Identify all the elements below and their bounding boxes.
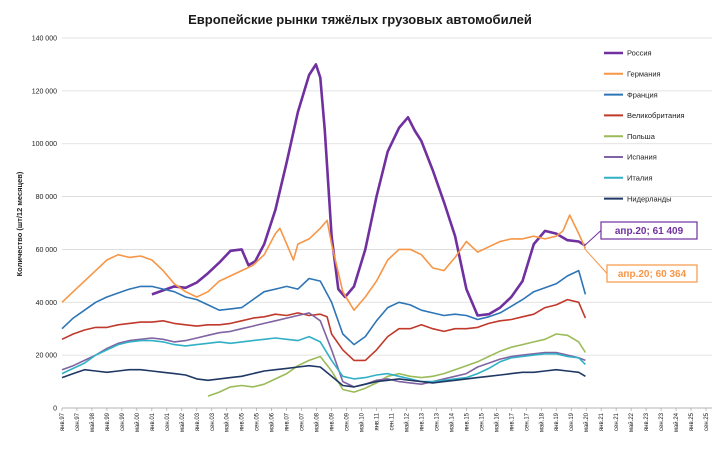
x-tick-label: сен.17 <box>524 412 530 431</box>
x-tick-label: май.18 <box>538 412 545 432</box>
series-line-4 <box>61 298 587 362</box>
legend-label: Польша <box>627 132 656 141</box>
x-tick-label: янв.13 <box>419 412 425 431</box>
x-tick-label: янв.15 <box>464 412 470 431</box>
legend-label: Россия <box>627 49 652 58</box>
x-tick-label: сен.07 <box>300 412 306 431</box>
x-tick-label: янв.25 <box>689 412 695 431</box>
x-tick-label: сен.19 <box>569 412 575 431</box>
annotation-leader <box>583 248 608 274</box>
legend: Россия Германия Франция Великобритания Польш… <box>604 49 685 203</box>
legend-label: Великобритания <box>627 111 685 120</box>
x-tick-label: сен.11 <box>389 412 395 430</box>
x-tick-label: май.98 <box>89 412 96 432</box>
x-tick-label: янв.05 <box>240 412 246 431</box>
y-tick-label: 120 000 <box>32 88 57 95</box>
annotation-leader <box>583 230 602 247</box>
x-tick-label: сен.15 <box>479 412 485 431</box>
x-tick-label: сен.09 <box>345 412 351 431</box>
series-line-8 <box>61 364 586 388</box>
annotations: апр.20; 61 409 апр.20; 60 364 <box>583 221 698 283</box>
y-tick-label: 20 000 <box>36 353 58 360</box>
x-tick-label: сен.01 <box>165 412 171 431</box>
annotation-label: апр.20; 60 364 <box>618 269 687 280</box>
x-tick-label: янв.17 <box>509 412 515 431</box>
x-tick-label: май.06 <box>269 412 276 432</box>
y-tick-label: 140 000 <box>32 36 57 43</box>
x-tick-label: май.24 <box>673 412 680 432</box>
y-axis-label: Количество (шт/12 месяцев) <box>15 171 24 276</box>
x-tick-label: май.20 <box>583 412 590 432</box>
x-tick-label: янв.97 <box>60 412 66 431</box>
series-line-1 <box>151 63 587 317</box>
legend-label: Италия <box>627 174 653 183</box>
x-tick-label: янв.03 <box>195 412 201 431</box>
legend-label: Франция <box>627 90 658 99</box>
series-line-6 <box>61 312 586 388</box>
x-tick-label: янв.09 <box>330 412 336 431</box>
y-tick-label: 40 000 <box>36 300 58 307</box>
annotation-box <box>600 221 698 240</box>
series-lines <box>61 63 587 397</box>
x-tick-label: янв.07 <box>285 412 291 431</box>
x-tick-label: сен.05 <box>255 412 261 431</box>
series-line-5 <box>207 333 587 397</box>
x-tick-label: сен.13 <box>434 412 440 431</box>
y-tick-label: 0 <box>53 406 57 413</box>
x-tick-label: сен.25 <box>704 412 710 431</box>
x-tick-label: май.16 <box>493 412 500 432</box>
x-tick-label: сен.23 <box>659 412 665 431</box>
x-tick-label: май.00 <box>134 412 141 432</box>
annotation-label: апр.20; 61 409 <box>615 226 684 237</box>
y-tick-label: 100 000 <box>32 141 57 148</box>
x-tick-label: май.14 <box>448 412 455 432</box>
x-tick-label: май.08 <box>314 412 321 432</box>
x-tick-label: янв.11 <box>375 412 381 430</box>
chart-title: Европейские рынки тяжёлых грузовых автом… <box>188 12 532 27</box>
y-axis-ticks: 0 20 000 40 000 60 000 80 000 100 000 120 000 1… <box>32 36 57 413</box>
grid-lines <box>62 37 712 409</box>
x-tick-label: май.10 <box>359 412 366 432</box>
x-tick-label: янв.23 <box>644 412 650 431</box>
annotation-box <box>606 264 698 283</box>
legend-label: Испания <box>627 153 657 162</box>
y-tick-label: 60 000 <box>36 247 58 254</box>
series-line-2 <box>61 214 587 312</box>
x-tick-label: сен.99 <box>120 412 126 431</box>
x-axis-ticks: янв.97 сен.97 май.98 янв.99 сен.99 май.00 янв.… <box>60 408 710 432</box>
x-tick-label: сен.97 <box>75 412 81 431</box>
x-tick-label: май.12 <box>403 412 410 432</box>
x-tick-label: май.04 <box>224 412 231 432</box>
x-tick-label: янв.21 <box>599 412 605 431</box>
series-line-7 <box>61 335 586 383</box>
y-tick-label: 80 000 <box>36 194 58 201</box>
x-tick-label: май.02 <box>179 412 186 432</box>
legend-label: Нидерланды <box>627 194 672 203</box>
x-tick-label: янв.01 <box>150 412 156 431</box>
x-tick-label: янв.19 <box>554 412 560 431</box>
x-tick-label: май.22 <box>628 412 635 432</box>
x-tick-label: сен.03 <box>210 412 216 431</box>
x-tick-label: сен.21 <box>614 412 620 431</box>
legend-label: Германия <box>627 70 661 79</box>
x-tick-label: янв.99 <box>105 412 111 431</box>
series-line-3 <box>61 269 587 346</box>
